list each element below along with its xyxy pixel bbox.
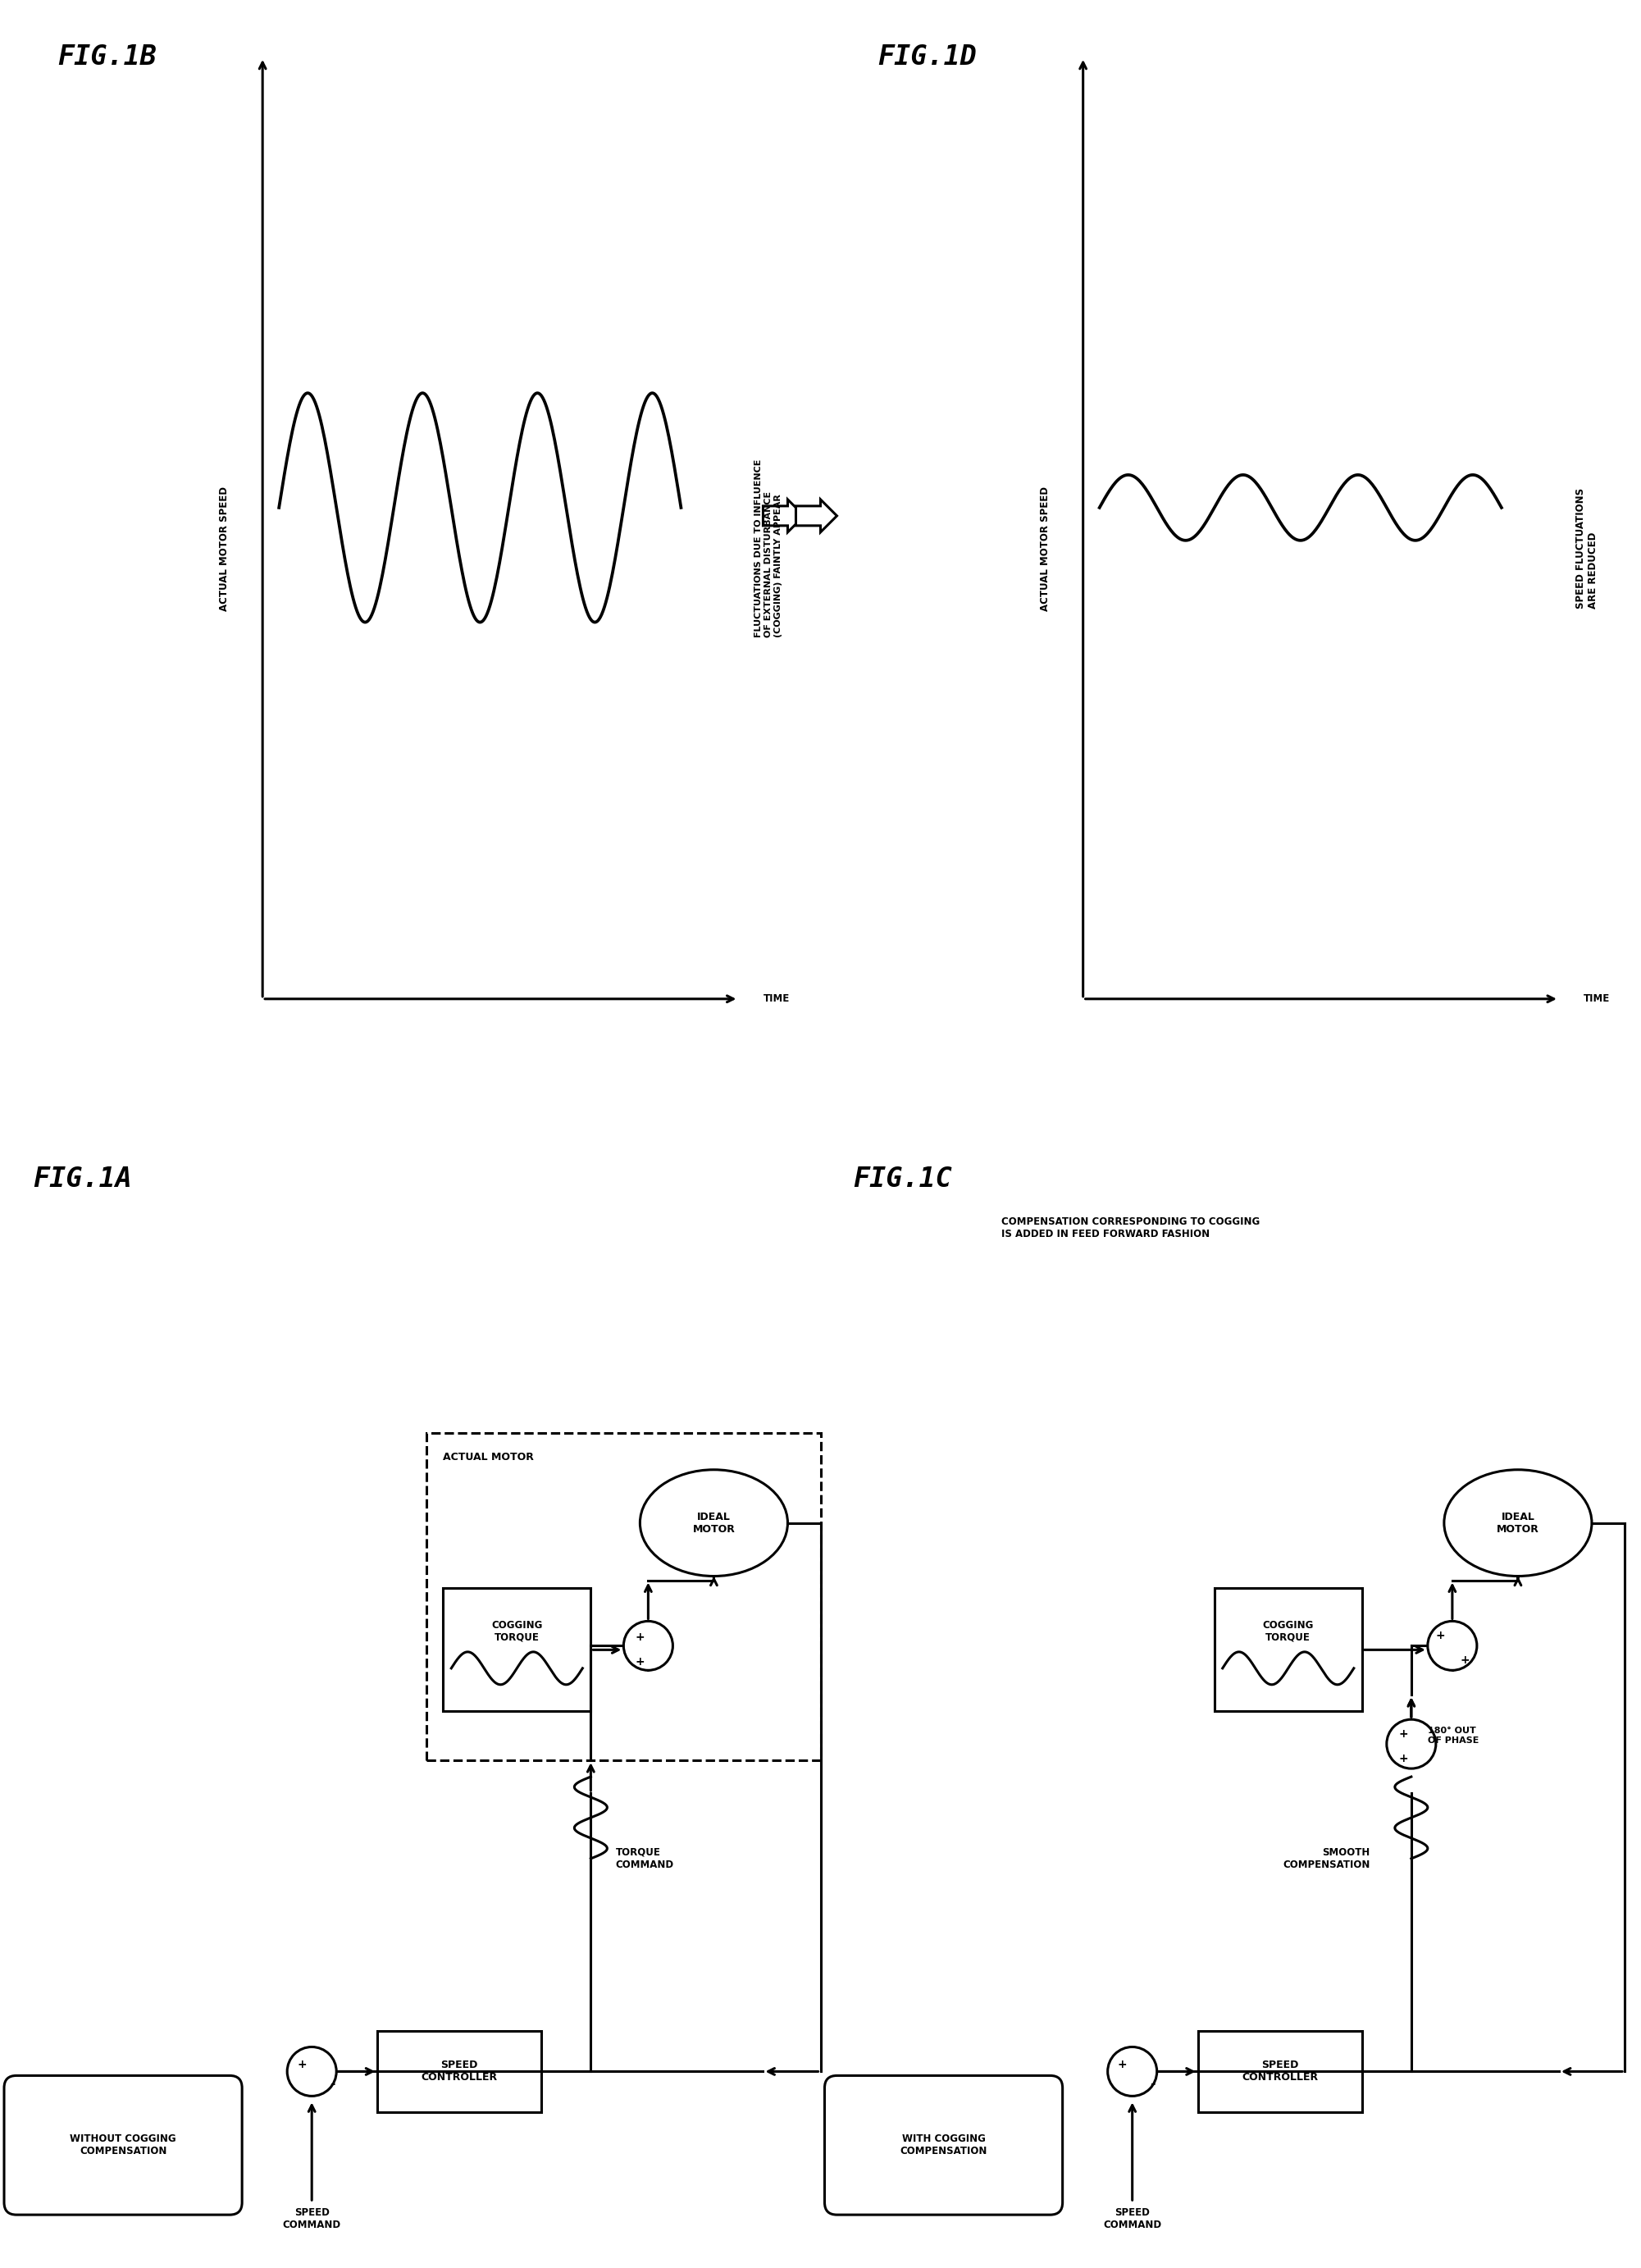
Text: FIG.1B: FIG.1B — [57, 43, 156, 70]
Text: COGGING
TORQUE: COGGING TORQUE — [491, 1619, 543, 1642]
Text: ACTUAL MOTOR SPEED: ACTUAL MOTOR SPEED — [220, 485, 230, 610]
Ellipse shape — [1444, 1470, 1592, 1576]
Text: SMOOTH
COMPENSATION: SMOOTH COMPENSATION — [1283, 1846, 1370, 1871]
Text: SPEED
CONTROLLER: SPEED CONTROLLER — [422, 2059, 497, 2082]
Bar — [377, 2030, 542, 2112]
Text: +: + — [1436, 1631, 1444, 1642]
Text: IDEAL
MOTOR: IDEAL MOTOR — [1497, 1510, 1539, 1535]
Text: FIG.1A: FIG.1A — [33, 1166, 131, 1193]
Text: FIG.1D: FIG.1D — [878, 43, 976, 70]
Text: COGGING
TORQUE: COGGING TORQUE — [1262, 1619, 1314, 1642]
Text: +: + — [1118, 2059, 1127, 2071]
Bar — [1214, 1588, 1362, 1712]
Text: +: + — [1398, 1753, 1408, 1765]
Text: -: - — [1150, 2077, 1155, 2089]
Text: +: + — [1460, 1656, 1469, 1667]
Circle shape — [1428, 1622, 1477, 1669]
Text: SPEED
CONTROLLER: SPEED CONTROLLER — [1242, 2059, 1318, 2082]
Bar — [427, 1433, 820, 1760]
Text: ACTUAL MOTOR SPEED: ACTUAL MOTOR SPEED — [1040, 485, 1050, 610]
Text: +: + — [1398, 1728, 1408, 1740]
Text: FIG.1C: FIG.1C — [853, 1166, 952, 1193]
Text: IDEAL
MOTOR: IDEAL MOTOR — [693, 1510, 735, 1535]
Circle shape — [624, 1622, 673, 1669]
Text: SPEED
COMMAND: SPEED COMMAND — [282, 2207, 341, 2229]
Text: +: + — [635, 1656, 645, 1667]
Text: -: - — [330, 2077, 335, 2089]
FancyArrow shape — [763, 499, 804, 533]
Text: +: + — [635, 1631, 645, 1644]
Text: 180° OUT
OF PHASE: 180° OUT OF PHASE — [1428, 1726, 1479, 1744]
Text: +: + — [297, 2059, 307, 2071]
Ellipse shape — [640, 1470, 788, 1576]
Bar — [1198, 2030, 1362, 2112]
Circle shape — [1108, 2048, 1157, 2096]
Text: SPEED
COMMAND: SPEED COMMAND — [1103, 2207, 1162, 2229]
Text: TIME: TIME — [1584, 993, 1610, 1005]
Text: ACTUAL MOTOR: ACTUAL MOTOR — [443, 1452, 533, 1463]
Text: WITHOUT COGGING
COMPENSATION: WITHOUT COGGING COMPENSATION — [71, 2134, 176, 2157]
Bar — [443, 1588, 591, 1712]
Circle shape — [287, 2048, 336, 2096]
Text: WITH COGGING
COMPENSATION: WITH COGGING COMPENSATION — [899, 2134, 988, 2157]
Text: COMPENSATION CORRESPONDING TO COGGING
IS ADDED IN FEED FORWARD FASHION: COMPENSATION CORRESPONDING TO COGGING IS… — [1001, 1216, 1260, 1241]
Text: TORQUE
COMMAND: TORQUE COMMAND — [615, 1846, 674, 1871]
Circle shape — [1387, 1719, 1436, 1769]
FancyBboxPatch shape — [825, 2075, 1063, 2216]
FancyArrow shape — [796, 499, 837, 533]
Text: SPEED FLUCTUATIONS
ARE REDUCED: SPEED FLUCTUATIONS ARE REDUCED — [1575, 488, 1598, 608]
FancyBboxPatch shape — [3, 2075, 243, 2216]
Text: FLUCTUATIONS DUE TO INFLUENCE
OF EXTERNAL DISTURBANCE
(COGGING) FAINTLY APPEAR: FLUCTUATIONS DUE TO INFLUENCE OF EXTERNA… — [755, 460, 783, 637]
Text: TIME: TIME — [763, 993, 789, 1005]
